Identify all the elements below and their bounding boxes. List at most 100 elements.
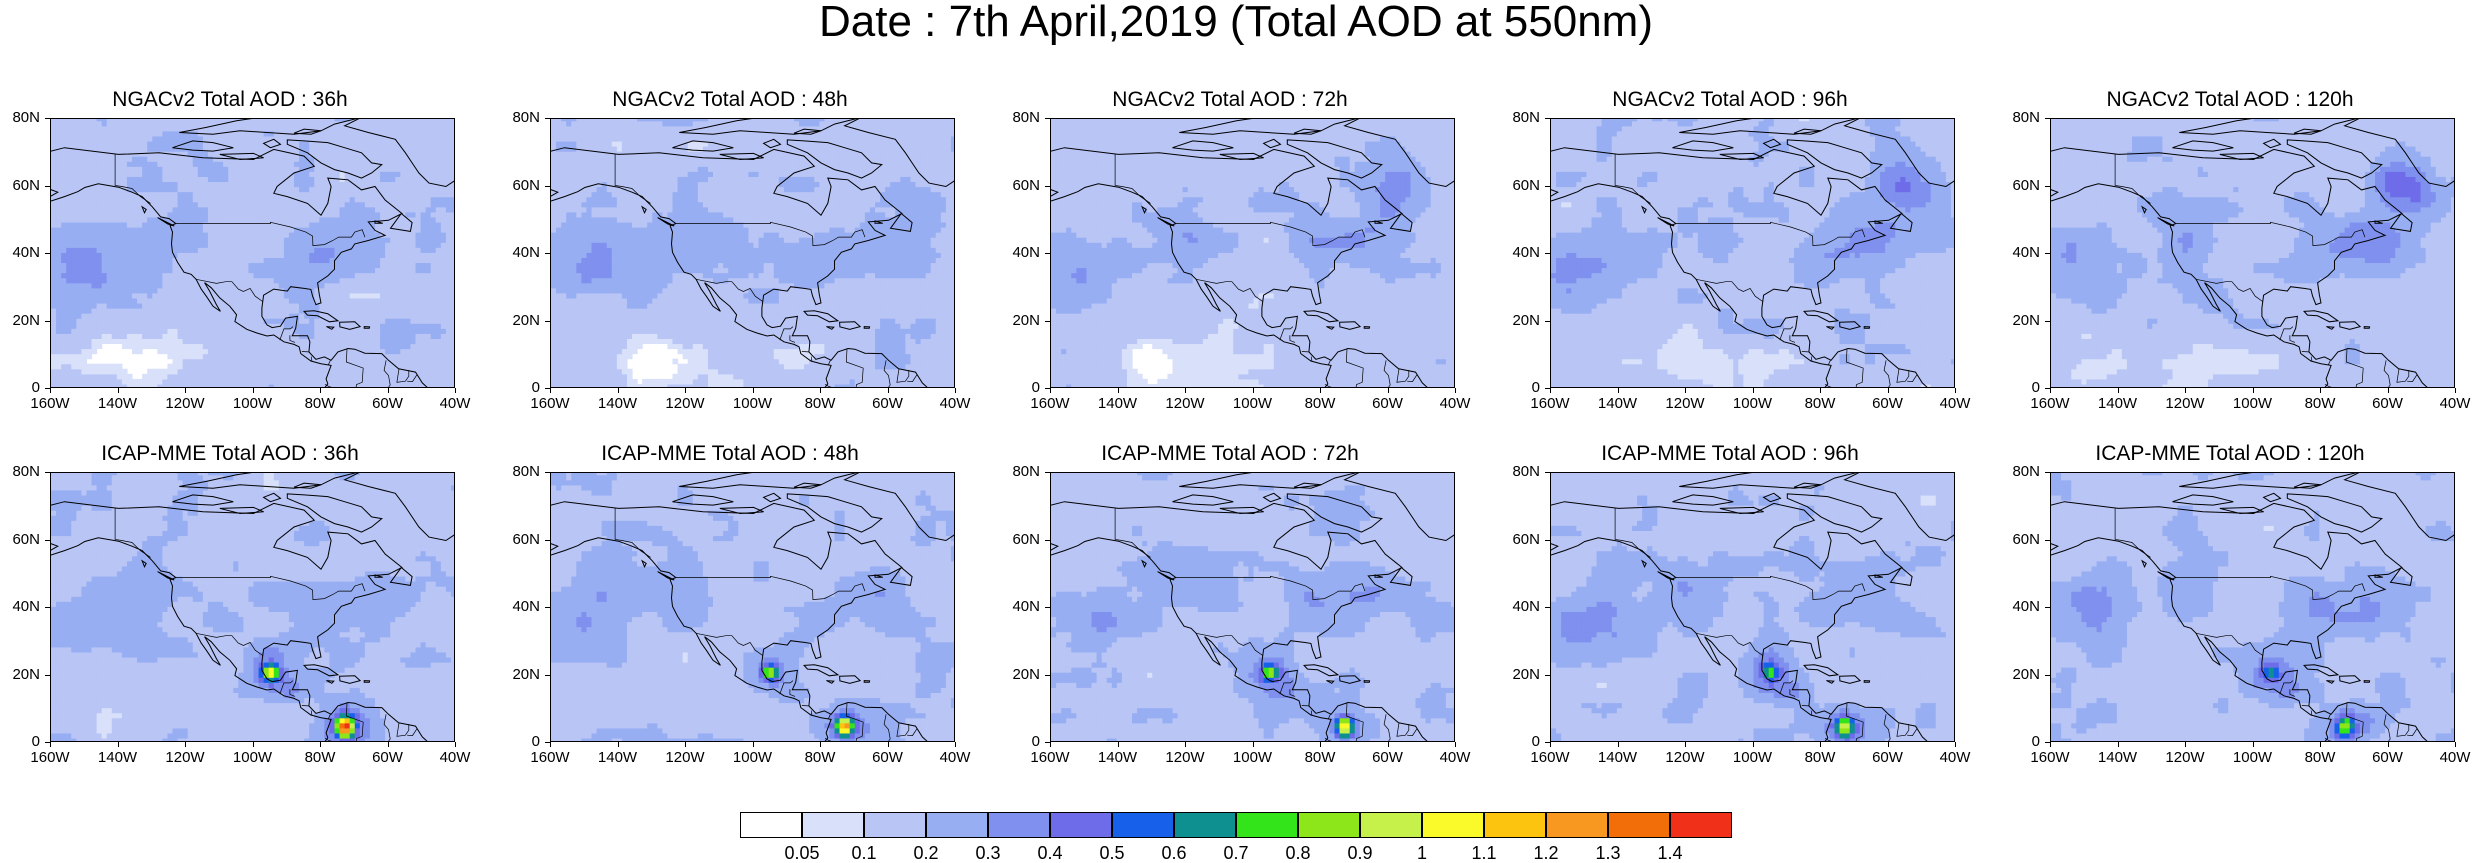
lat-tick-mark	[2045, 118, 2050, 119]
lon-tick-label: 120W	[1155, 396, 1215, 412]
panel-title: ICAP-MME Total AOD : 96h	[1505, 442, 1955, 466]
lat-tick-mark	[2045, 321, 2050, 322]
lon-tick-mark	[1753, 742, 1754, 747]
colorbar-swatch	[1050, 812, 1112, 838]
colorbar-swatch	[1360, 812, 1422, 838]
lat-tick-label: 60N	[0, 178, 40, 194]
lon-tick-mark	[50, 388, 51, 393]
lon-tick-mark	[320, 388, 321, 393]
lat-tick-label: 20N	[1500, 313, 1540, 329]
lon-tick-mark	[1820, 742, 1821, 747]
lon-tick-mark	[820, 742, 821, 747]
figure-title: Date : 7th April,2019 (Total AOD at 550n…	[0, 0, 2472, 44]
lon-tick-label: 120W	[1655, 750, 1715, 766]
lon-tick-label: 80W	[1790, 750, 1850, 766]
lon-tick-mark	[753, 742, 754, 747]
lon-tick-mark	[1050, 388, 1051, 393]
lon-tick-label: 140W	[1588, 396, 1648, 412]
lon-tick-mark	[1185, 388, 1186, 393]
lon-tick-mark	[1455, 742, 1456, 747]
lat-tick-label: 20N	[2000, 313, 2040, 329]
lon-tick-label: 40W	[2425, 750, 2472, 766]
lat-tick-label: 0	[1000, 380, 1040, 396]
lon-tick-mark	[1685, 742, 1686, 747]
lat-tick-label: 80N	[1000, 464, 1040, 480]
lat-tick-label: 80N	[1500, 110, 1540, 126]
lon-tick-mark	[253, 742, 254, 747]
lon-tick-label: 140W	[1088, 750, 1148, 766]
lon-tick-label: 60W	[358, 396, 418, 412]
lon-tick-label: 160W	[520, 396, 580, 412]
lat-tick-label: 60N	[500, 532, 540, 548]
lat-tick-mark	[545, 472, 550, 473]
lat-tick-label: 80N	[0, 110, 40, 126]
colorbar-swatch	[1236, 812, 1298, 838]
lon-tick-mark	[955, 742, 956, 747]
colorbar-swatch	[1112, 812, 1174, 838]
panel-title: NGACv2 Total AOD : 120h	[2005, 88, 2455, 112]
aod-map	[2050, 472, 2455, 742]
colorbar-swatch	[1298, 812, 1360, 838]
lon-tick-label: 140W	[588, 396, 648, 412]
lon-tick-label: 140W	[588, 750, 648, 766]
lon-tick-label: 140W	[2088, 750, 2148, 766]
lon-tick-mark	[388, 742, 389, 747]
lat-tick-label: 20N	[500, 313, 540, 329]
lon-tick-label: 40W	[1425, 750, 1485, 766]
lon-tick-mark	[1118, 742, 1119, 747]
lat-tick-mark	[545, 607, 550, 608]
lon-tick-mark	[1253, 742, 1254, 747]
lat-tick-label: 60N	[500, 178, 540, 194]
lon-tick-mark	[2050, 742, 2051, 747]
lat-tick-mark	[2045, 607, 2050, 608]
aod-map	[550, 472, 955, 742]
lon-tick-mark	[2388, 388, 2389, 393]
aod-field-svg	[1551, 119, 1955, 388]
lat-tick-label: 20N	[2000, 667, 2040, 683]
lat-tick-label: 40N	[2000, 599, 2040, 615]
lon-tick-label: 60W	[1858, 396, 1918, 412]
lon-tick-label: 40W	[1925, 396, 1985, 412]
lon-tick-mark	[455, 742, 456, 747]
lat-tick-label: 20N	[0, 313, 40, 329]
lon-tick-label: 120W	[2155, 396, 2215, 412]
lon-tick-label: 40W	[425, 750, 485, 766]
lon-tick-label: 80W	[290, 750, 350, 766]
lon-tick-mark	[2253, 388, 2254, 393]
lon-tick-label: 100W	[223, 396, 283, 412]
lat-tick-label: 20N	[1500, 667, 1540, 683]
lat-tick-mark	[545, 118, 550, 119]
lon-tick-label: 160W	[2020, 750, 2080, 766]
aod-map	[1550, 118, 1955, 388]
lon-tick-mark	[2320, 742, 2321, 747]
aod-map	[550, 118, 955, 388]
lon-tick-mark	[320, 742, 321, 747]
lat-tick-label: 40N	[1500, 245, 1540, 261]
lon-tick-label: 100W	[723, 396, 783, 412]
lat-tick-label: 80N	[2000, 110, 2040, 126]
lon-tick-mark	[118, 742, 119, 747]
lat-tick-label: 60N	[1000, 178, 1040, 194]
lat-tick-mark	[45, 540, 50, 541]
lat-tick-label: 80N	[1500, 464, 1540, 480]
lon-tick-mark	[1618, 388, 1619, 393]
lon-tick-label: 100W	[1723, 396, 1783, 412]
lon-tick-mark	[1550, 388, 1551, 393]
lat-tick-mark	[1545, 675, 1550, 676]
lat-tick-mark	[1545, 607, 1550, 608]
lat-tick-mark	[45, 253, 50, 254]
lon-tick-label: 60W	[1358, 396, 1418, 412]
lon-tick-label: 80W	[1290, 750, 1350, 766]
lon-tick-label: 60W	[1358, 750, 1418, 766]
panel-title: NGACv2 Total AOD : 72h	[1005, 88, 1455, 112]
lon-tick-label: 40W	[1425, 396, 1485, 412]
colorbar-label: 1.1	[1454, 844, 1514, 862]
lon-tick-mark	[2050, 388, 2051, 393]
colorbar-swatch	[926, 812, 988, 838]
lat-tick-label: 20N	[500, 667, 540, 683]
colorbar-label: 0.05	[772, 844, 832, 862]
lat-tick-label: 40N	[2000, 245, 2040, 261]
aod-map	[1050, 472, 1455, 742]
